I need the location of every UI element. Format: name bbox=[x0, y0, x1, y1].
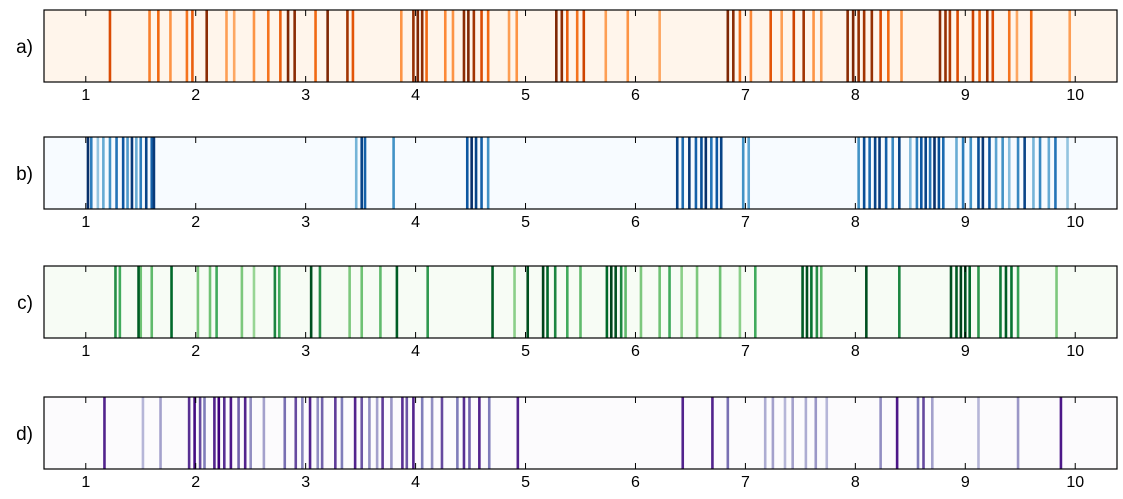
x-tick-label: 8 bbox=[851, 214, 860, 231]
x-tick-label: 3 bbox=[301, 214, 310, 231]
x-tick-label: 8 bbox=[851, 87, 860, 104]
x-tick-label: 2 bbox=[191, 474, 200, 491]
x-tick-label: 2 bbox=[191, 343, 200, 360]
x-tick-label: 10 bbox=[1066, 343, 1084, 360]
panel-c: 1 2 3 4 5 6 7 8 9 10 c) bbox=[17, 265, 1118, 360]
x-tick-label: 1 bbox=[81, 343, 90, 360]
x-tick-label: 1 bbox=[81, 474, 90, 491]
panel-background bbox=[44, 10, 1117, 82]
panel-frame bbox=[43, 265, 1118, 339]
panel-frame bbox=[43, 396, 1118, 470]
x-tick-label: 7 bbox=[741, 343, 750, 360]
x-tick-label: 4 bbox=[411, 474, 420, 491]
x-tick-label: 4 bbox=[411, 87, 420, 104]
x-tick-label: 5 bbox=[521, 87, 530, 104]
x-tick-label: 9 bbox=[961, 87, 970, 104]
x-tick-label: 2 bbox=[191, 87, 200, 104]
x-tick-label: 6 bbox=[631, 87, 640, 104]
x-tick-label: 1 bbox=[81, 87, 90, 104]
panel-background bbox=[44, 397, 1117, 469]
x-tick-label: 3 bbox=[301, 343, 310, 360]
x-tick-label: 10 bbox=[1066, 474, 1084, 491]
x-tick-label: 4 bbox=[411, 214, 420, 231]
x-tick-label: 3 bbox=[301, 87, 310, 104]
panel-label: c) bbox=[17, 293, 33, 314]
x-tick-label: 9 bbox=[961, 214, 970, 231]
x-tick-label: 9 bbox=[961, 343, 970, 360]
x-tick-label: 1 bbox=[81, 214, 90, 231]
x-tick-label: 9 bbox=[961, 474, 970, 491]
x-tick-label: 6 bbox=[631, 474, 640, 491]
x-tick-label: 8 bbox=[851, 474, 860, 491]
x-tick-label: 5 bbox=[521, 474, 530, 491]
panel-frame bbox=[43, 136, 1118, 210]
x-tick-label: 2 bbox=[191, 214, 200, 231]
x-tick-label: 3 bbox=[301, 474, 310, 491]
x-tick-label: 10 bbox=[1066, 87, 1084, 104]
panel-a: 1 2 3 4 5 6 7 8 9 10 a) bbox=[16, 9, 1118, 104]
x-tick-label: 8 bbox=[851, 343, 860, 360]
panel-label: a) bbox=[16, 37, 33, 58]
panel-label: d) bbox=[16, 424, 33, 445]
x-tick-label: 5 bbox=[521, 343, 530, 360]
x-tick-label: 4 bbox=[411, 343, 420, 360]
x-tick-label: 6 bbox=[631, 214, 640, 231]
x-tick-label: 10 bbox=[1066, 214, 1084, 231]
panel-d: 1 2 3 4 5 6 7 8 9 10 d) bbox=[16, 396, 1118, 491]
panel-label: b) bbox=[16, 164, 33, 185]
x-tick-label: 7 bbox=[741, 214, 750, 231]
panel-b: 1 2 3 4 5 6 7 8 9 10 b) bbox=[16, 136, 1118, 231]
x-tick-label: 5 bbox=[521, 214, 530, 231]
panel-frame bbox=[43, 9, 1118, 83]
x-tick-label: 7 bbox=[741, 474, 750, 491]
x-tick-label: 6 bbox=[631, 343, 640, 360]
x-tick-label: 7 bbox=[741, 87, 750, 104]
